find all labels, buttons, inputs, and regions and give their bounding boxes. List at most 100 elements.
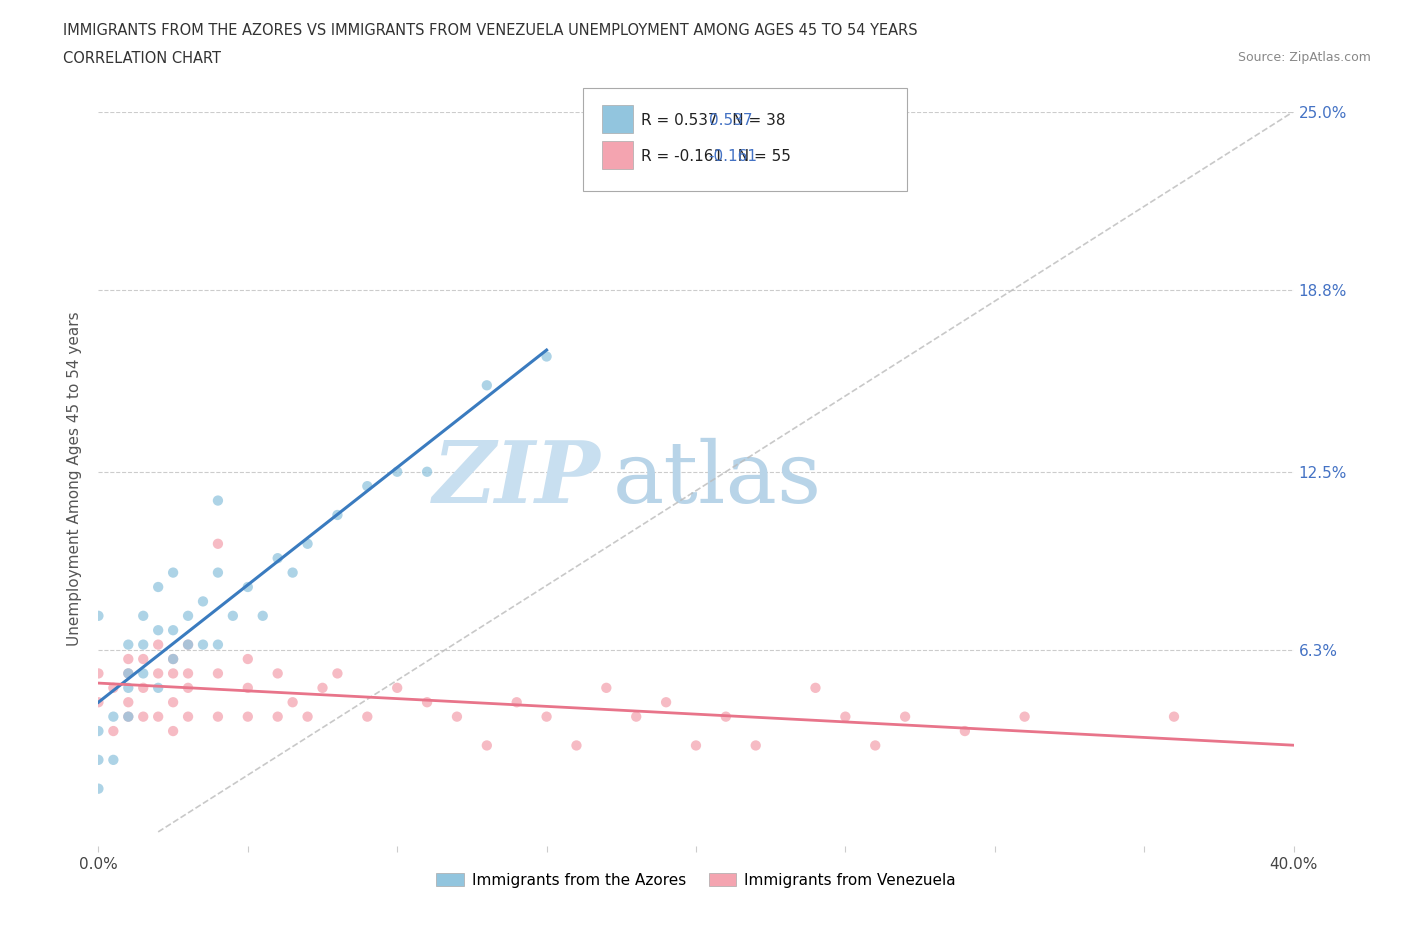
Point: [311, 681, 333, 696]
Point: [103, 752, 125, 767]
Point: [132, 608, 155, 623]
Point: [536, 710, 558, 724]
Point: [236, 652, 259, 667]
Point: [87, 781, 110, 796]
Point: [326, 666, 349, 681]
Point: [117, 666, 139, 681]
Point: [385, 464, 409, 479]
Point: [117, 652, 139, 667]
Point: [87, 608, 110, 623]
Point: [132, 681, 155, 696]
Point: [132, 710, 155, 724]
Point: [177, 666, 200, 681]
Point: [207, 537, 229, 551]
Y-axis label: Unemployment Among Ages 45 to 54 years: Unemployment Among Ages 45 to 54 years: [67, 312, 83, 646]
Point: [1163, 710, 1185, 724]
Point: [865, 738, 887, 753]
Point: [281, 565, 304, 580]
Text: IMMIGRANTS FROM THE AZORES VS IMMIGRANTS FROM VENEZUELA UNEMPLOYMENT AMONG AGES : IMMIGRANTS FROM THE AZORES VS IMMIGRANTS…: [63, 23, 918, 38]
Point: [177, 710, 200, 724]
Point: [475, 378, 498, 392]
Point: [177, 637, 200, 652]
Point: [87, 666, 110, 681]
Point: [536, 349, 558, 364]
Point: [207, 637, 229, 652]
Point: [148, 681, 170, 696]
Point: [297, 710, 319, 724]
Point: [148, 623, 170, 638]
Legend: Immigrants from the Azores, Immigrants from Venezuela: Immigrants from the Azores, Immigrants f…: [430, 867, 962, 894]
Point: [685, 738, 707, 753]
Point: [177, 608, 200, 623]
Point: [162, 652, 184, 667]
Point: [565, 738, 588, 753]
Point: [103, 710, 125, 724]
Point: [714, 710, 737, 724]
Text: 0.537: 0.537: [709, 113, 752, 127]
Point: [267, 551, 290, 565]
Point: [117, 681, 139, 696]
Text: R = -0.161   N = 55: R = -0.161 N = 55: [641, 149, 792, 164]
Point: [117, 695, 139, 710]
Text: CORRELATION CHART: CORRELATION CHART: [63, 51, 221, 66]
Text: R = 0.537   N = 38: R = 0.537 N = 38: [641, 113, 786, 127]
Point: [162, 724, 184, 738]
Point: [148, 710, 170, 724]
Point: [207, 710, 229, 724]
Point: [162, 623, 184, 638]
Point: [132, 637, 155, 652]
Point: [236, 681, 259, 696]
Point: [177, 637, 200, 652]
Point: [356, 479, 378, 494]
Point: [117, 637, 139, 652]
Point: [162, 666, 184, 681]
Point: [506, 695, 529, 710]
Point: [117, 666, 139, 681]
Point: [132, 666, 155, 681]
Text: ZIP: ZIP: [433, 437, 600, 521]
Point: [103, 724, 125, 738]
Point: [326, 508, 349, 523]
Point: [117, 710, 139, 724]
Point: [385, 681, 409, 696]
Point: [162, 565, 184, 580]
Point: [148, 637, 170, 652]
Point: [894, 710, 917, 724]
Point: [207, 493, 229, 508]
Text: -0.161: -0.161: [709, 149, 758, 164]
Point: [416, 695, 439, 710]
Point: [953, 724, 976, 738]
Point: [162, 652, 184, 667]
Point: [191, 637, 214, 652]
Point: [446, 710, 468, 724]
Point: [1014, 710, 1036, 724]
Point: [267, 666, 290, 681]
Point: [148, 666, 170, 681]
Point: [87, 752, 110, 767]
Point: [103, 681, 125, 696]
Text: atlas: atlas: [613, 437, 821, 521]
Point: [267, 710, 290, 724]
Point: [475, 738, 498, 753]
Point: [804, 681, 827, 696]
Point: [236, 710, 259, 724]
Point: [655, 695, 678, 710]
Text: Source: ZipAtlas.com: Source: ZipAtlas.com: [1237, 51, 1371, 64]
Point: [236, 579, 259, 594]
Point: [162, 695, 184, 710]
Point: [416, 464, 439, 479]
Point: [191, 594, 214, 609]
Point: [595, 681, 617, 696]
Point: [87, 724, 110, 738]
Point: [117, 710, 139, 724]
Point: [252, 608, 274, 623]
Point: [148, 579, 170, 594]
Point: [745, 738, 768, 753]
Point: [834, 710, 856, 724]
Point: [297, 537, 319, 551]
Point: [207, 666, 229, 681]
Point: [356, 710, 378, 724]
Point: [626, 710, 648, 724]
Point: [207, 565, 229, 580]
Point: [87, 695, 110, 710]
